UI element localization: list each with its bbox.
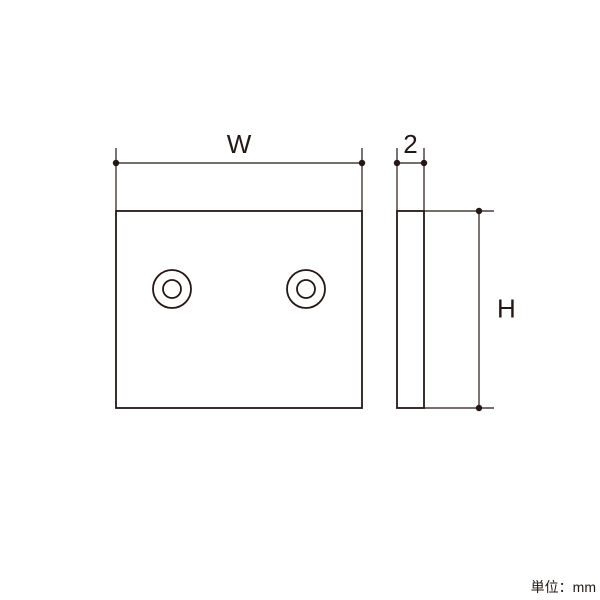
technical-drawing: W 2 H 単位：mm: [0, 0, 600, 600]
unit-label: 単位：mm: [531, 579, 596, 595]
dimension-h: H: [424, 208, 516, 411]
dimension-h-label: H: [497, 294, 516, 324]
dimension-w: W: [113, 129, 365, 211]
dimension-thickness: 2: [394, 129, 427, 211]
hole-2-inner: [297, 280, 315, 298]
side-view-plate: [397, 211, 424, 408]
hole-1-inner: [163, 280, 181, 298]
dimension-thickness-label: 2: [403, 129, 417, 159]
dimension-w-label: W: [227, 129, 252, 159]
front-view-plate: [116, 211, 362, 408]
